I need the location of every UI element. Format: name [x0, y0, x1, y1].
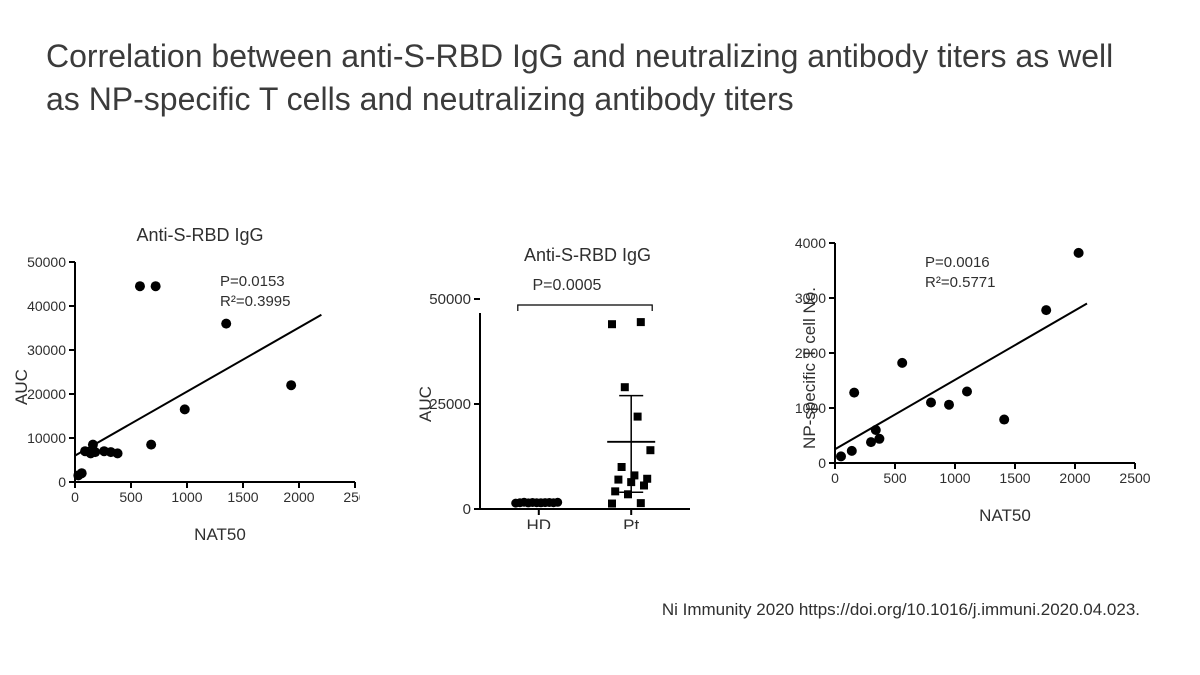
chart1-wrap: Anti-S-RBD IgG AUC 010000200003000040000…: [20, 225, 380, 545]
svg-text:0: 0: [71, 489, 79, 505]
svg-text:500: 500: [883, 470, 907, 486]
chart2-svg: 02500050000HDPt: [418, 274, 708, 529]
svg-text:0: 0: [831, 470, 839, 486]
svg-text:1000: 1000: [939, 470, 970, 486]
chart3-r2: R²=0.5771: [925, 273, 995, 293]
chart1-xlabel: NAT50: [60, 525, 380, 545]
svg-text:0: 0: [818, 455, 826, 471]
slide-title: Correlation between anti-S-RBD IgG and n…: [46, 35, 1154, 121]
svg-text:2500: 2500: [1119, 470, 1150, 486]
chart3-area: NP-specific T cell No. 01000200030004000…: [765, 235, 1185, 500]
svg-text:Pt: Pt: [623, 516, 639, 529]
svg-text:30000: 30000: [27, 342, 66, 358]
citation: Ni Immunity 2020 https://doi.org/10.1016…: [662, 600, 1140, 620]
chart2-wrap: Anti-S-RBD IgG P=0.0005 AUC 02500050000H…: [418, 245, 728, 534]
svg-text:4000: 4000: [795, 235, 826, 251]
svg-text:1000: 1000: [171, 489, 202, 505]
svg-text:50000: 50000: [27, 254, 66, 270]
chart1-ylabel: AUC: [12, 369, 32, 405]
svg-text:1500: 1500: [227, 489, 258, 505]
chart1-title: Anti-S-RBD IgG: [20, 225, 380, 246]
chart2-title: Anti-S-RBD IgG: [448, 245, 728, 266]
svg-text:50000: 50000: [429, 291, 471, 308]
chart1-r2: R²=0.3995: [220, 292, 290, 312]
chart1-p: P=0.0153: [220, 272, 290, 292]
svg-text:2000: 2000: [283, 489, 314, 505]
svg-text:0: 0: [462, 501, 470, 518]
chart1-stats: P=0.0153 R²=0.3995: [220, 272, 290, 311]
chart3-xlabel: NAT50: [825, 506, 1185, 526]
chart1-svg: 0 10000 20000 30000 40000 50000 0 500 1000 1500 20…: [20, 254, 360, 514]
svg-text:250: 250: [343, 489, 360, 505]
chart2-area: AUC 02500050000HDPt: [418, 274, 728, 534]
chart1-area: AUC 010000200003000040000500000500100015…: [20, 254, 380, 519]
chart2-ylabel: AUC: [415, 386, 435, 422]
chart3-ylabel: NP-specific T cell No.: [800, 287, 820, 449]
svg-text:10000: 10000: [27, 430, 66, 446]
svg-text:HD: HD: [526, 516, 551, 529]
chart3-p: P=0.0016: [925, 253, 995, 273]
svg-text:2000: 2000: [1059, 470, 1090, 486]
chart3-wrap: NP-specific T cell No. 01000200030004000…: [765, 235, 1185, 526]
svg-text:20000: 20000: [27, 386, 66, 402]
svg-text:0: 0: [58, 474, 66, 490]
svg-text:500: 500: [119, 489, 143, 505]
chart3-stats: P=0.0016 R²=0.5771: [925, 253, 995, 292]
svg-text:1500: 1500: [999, 470, 1030, 486]
charts-row: Anti-S-RBD IgG AUC 010000200003000040000…: [20, 225, 1185, 545]
svg-text:40000: 40000: [27, 298, 66, 314]
